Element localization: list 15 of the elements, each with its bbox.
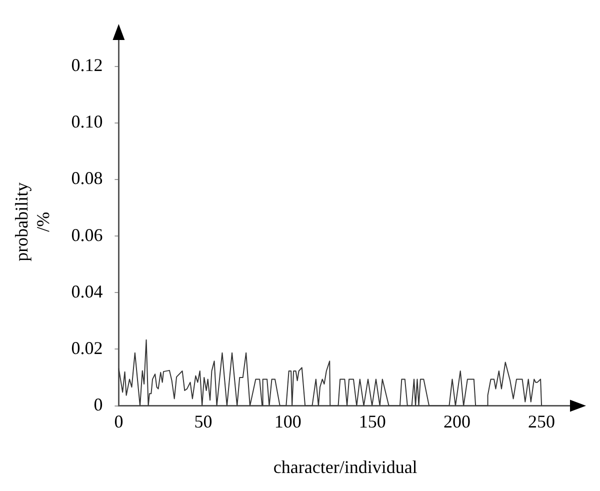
y-tick-label: 0.06 xyxy=(71,224,103,245)
x-tick-label: 0 xyxy=(114,411,124,432)
y-tick-label: 0.10 xyxy=(71,112,103,132)
y-tick-label: 0.02 xyxy=(71,338,103,358)
y-tick-label: 0.12 xyxy=(71,55,103,76)
x-tick-label: 200 xyxy=(443,411,470,432)
x-tick-label: 150 xyxy=(358,411,386,432)
x-tick-label: 250 xyxy=(528,411,556,432)
y-tick-label: 0.04 xyxy=(71,281,103,302)
y-tick-label: 0 xyxy=(94,394,103,415)
x-axis-title: character/individual xyxy=(273,456,418,477)
x-tick-label: 50 xyxy=(194,411,212,432)
y-tick-label: 0.08 xyxy=(71,168,103,188)
x-tick-label: 100 xyxy=(274,411,302,432)
y-axis-title: probability /% xyxy=(12,182,54,262)
